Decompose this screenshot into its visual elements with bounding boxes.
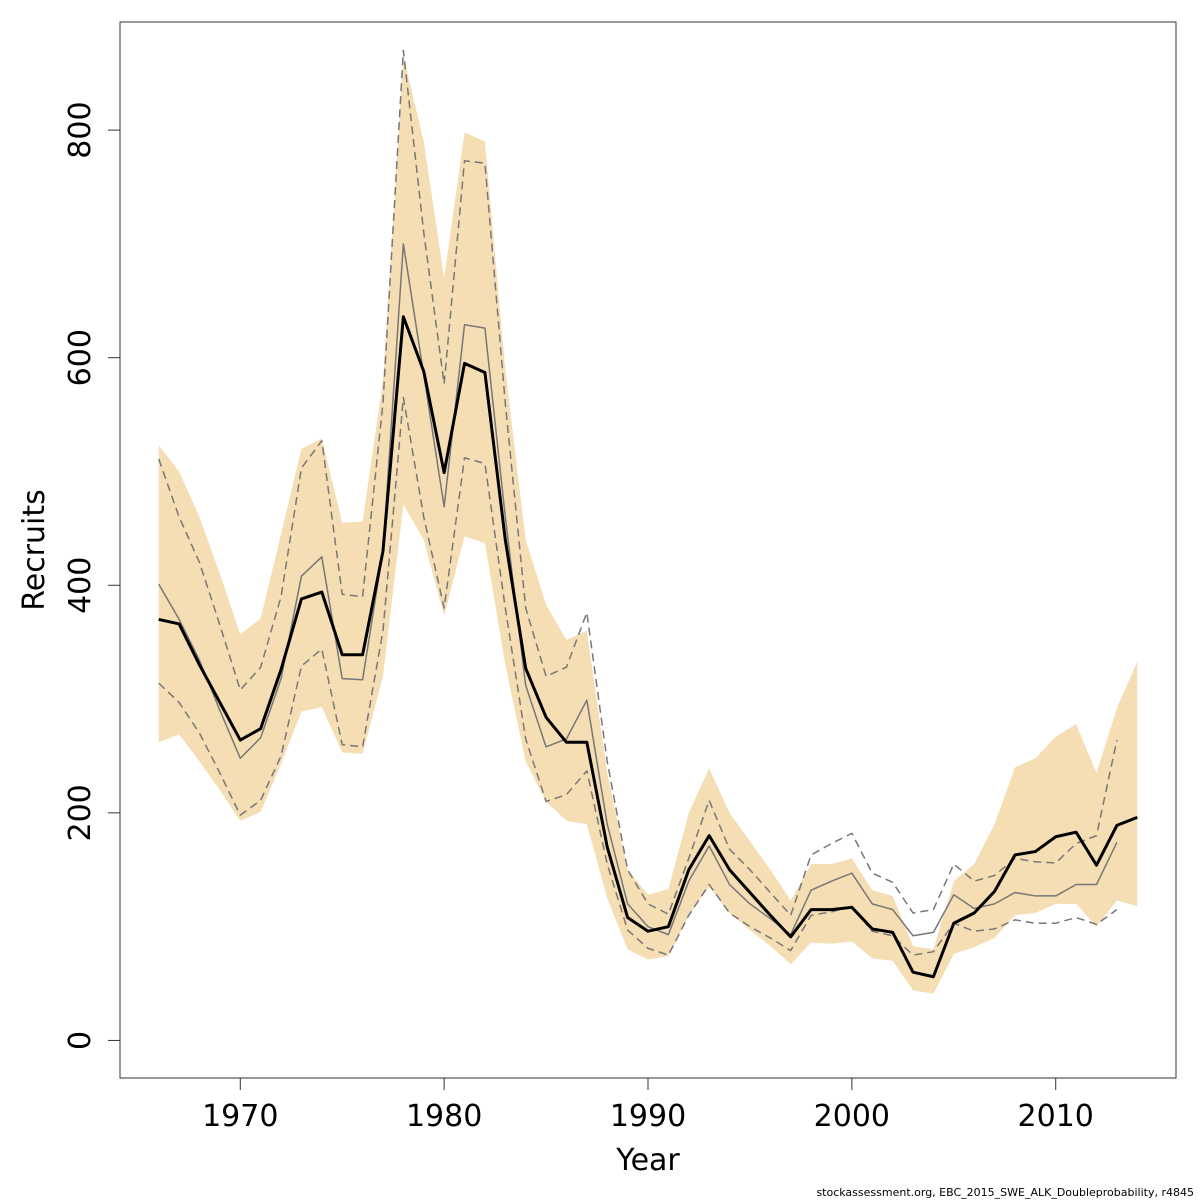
x-tick-label: 2000 [814, 1099, 890, 1134]
x-tick-label: 1990 [610, 1099, 686, 1134]
x-tick-label: 2010 [1018, 1099, 1094, 1134]
footnote: stockassessment.org, EBC_2015_SWE_ALK_Do… [816, 1186, 1194, 1199]
x-tick-label: 1980 [406, 1099, 482, 1134]
y-tick-label: 0 [63, 1031, 98, 1050]
series-line [158, 396, 1118, 956]
y-axis-label: Recruits [17, 489, 52, 611]
confidence-band [158, 56, 1138, 994]
x-axis-label: Year [615, 1143, 680, 1178]
series-line [158, 315, 1138, 979]
x-tick-label: 1970 [202, 1099, 278, 1134]
y-tick-label: 600 [63, 329, 98, 386]
y-tick-label: 200 [63, 784, 98, 841]
series-line [158, 243, 1118, 937]
y-tick-label: 400 [63, 557, 98, 614]
y-tick-label: 800 [63, 101, 98, 158]
series-line [158, 49, 1118, 917]
